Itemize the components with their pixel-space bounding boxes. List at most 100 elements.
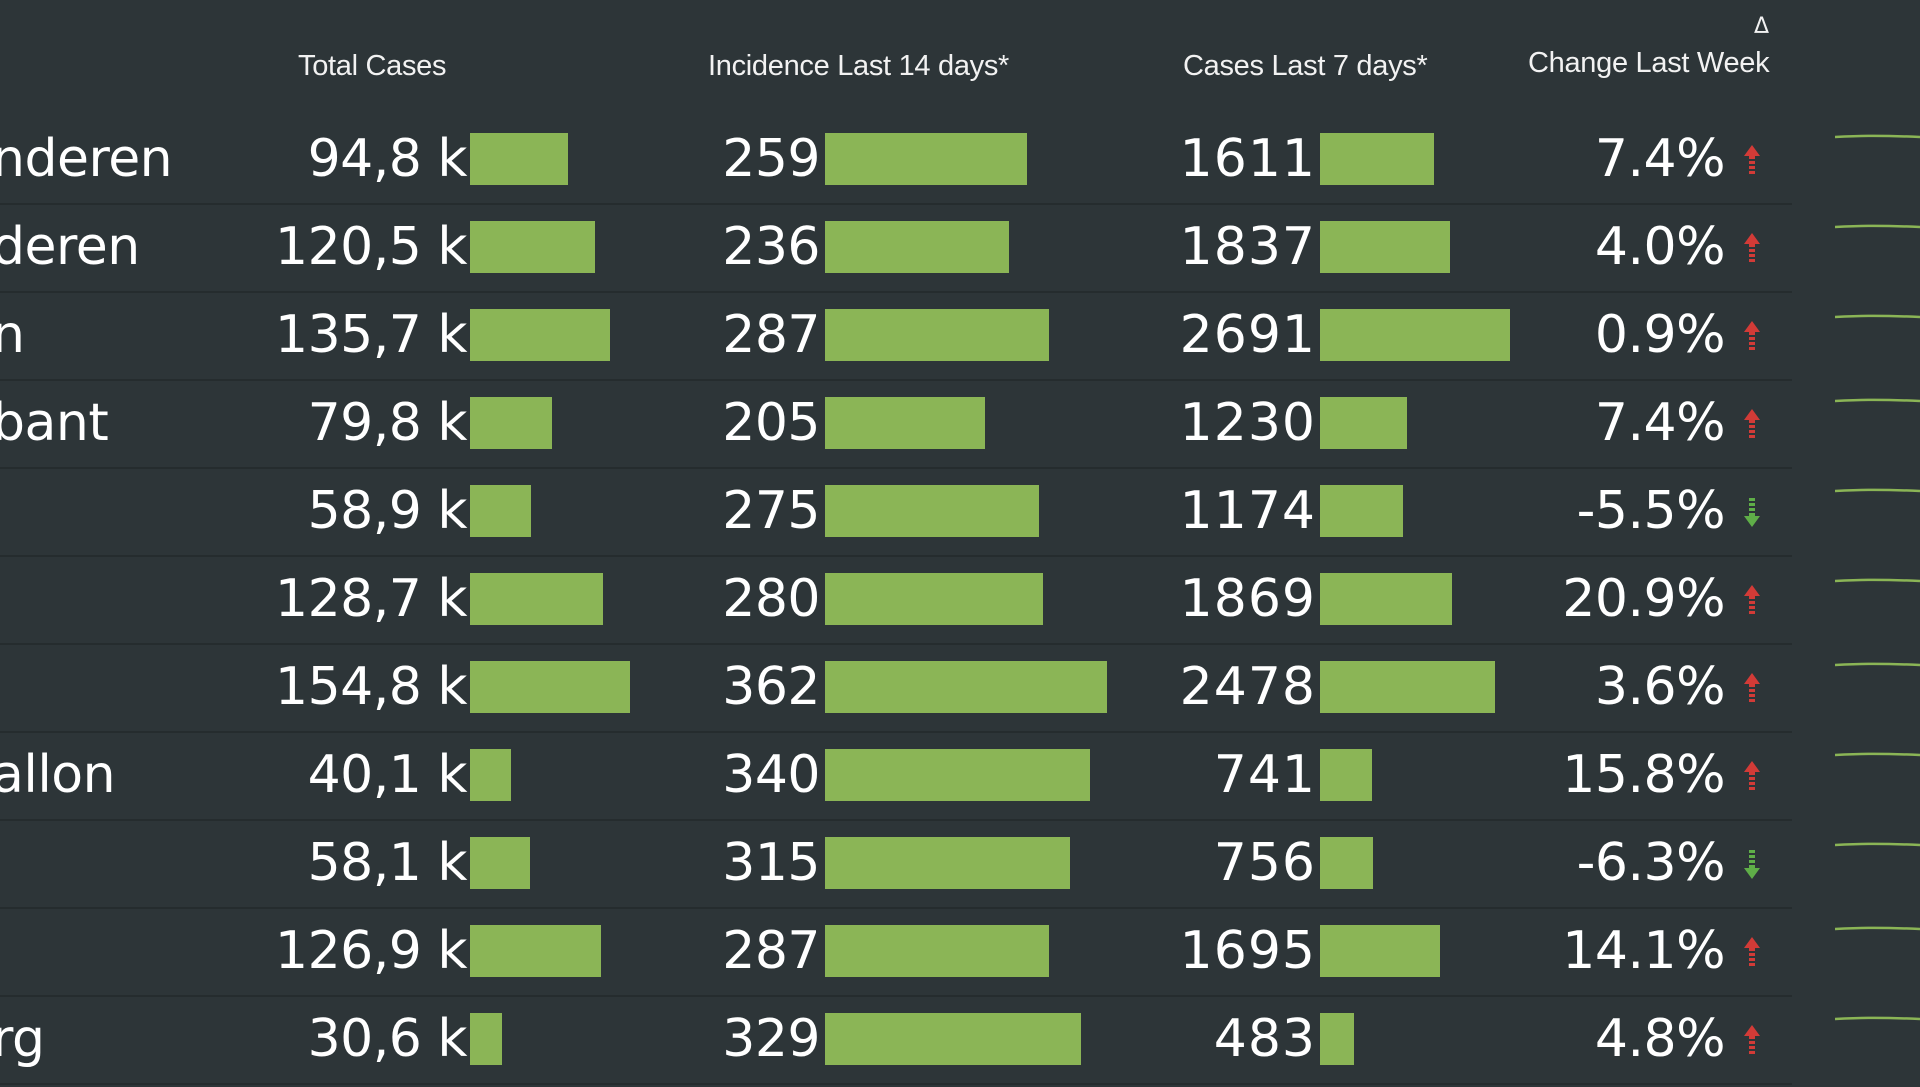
change-value: 7.4%	[1594, 129, 1726, 189]
cases-7-days-bar	[1320, 1013, 1354, 1065]
total-cases-bar	[470, 397, 552, 449]
row-divider	[0, 995, 1792, 997]
total-cases-bar	[470, 837, 530, 889]
table-row[interactable]: nderen 94,8 k 259 1611 7.4%	[0, 115, 1920, 205]
change-value: 14.1%	[1562, 921, 1725, 981]
change-value: 20.9%	[1562, 569, 1725, 629]
sparkline-icon	[1834, 291, 1920, 379]
cases-7-days-value: 1695	[1179, 921, 1316, 981]
total-cases-bar	[470, 925, 601, 977]
table-row[interactable]: deren 120,5 k 236 1837 4.0%	[0, 203, 1920, 293]
arrow-up-icon	[1744, 379, 1764, 467]
arrow-up-icon	[1744, 555, 1764, 643]
row-divider	[0, 291, 1792, 293]
sort-indicator-icon[interactable]: Δ	[1754, 14, 1770, 39]
cases-7-days-bar	[1320, 397, 1407, 449]
incidence-bar	[825, 573, 1043, 625]
row-divider	[0, 819, 1792, 821]
cases-7-days-bar	[1320, 573, 1452, 625]
row-divider	[0, 731, 1792, 733]
arrow-down-icon	[1744, 819, 1764, 907]
sparkline-icon	[1834, 467, 1920, 555]
total-cases-value: 58,9 k	[307, 481, 468, 541]
region-name: allon	[0, 745, 116, 805]
table-row[interactable]: 58,1 k 315 756 -6.3%	[0, 819, 1920, 909]
column-header-change-last-week[interactable]: Change Last Week	[1528, 47, 1770, 79]
incidence-bar	[825, 309, 1049, 361]
total-cases-value: 128,7 k	[274, 569, 468, 629]
row-divider	[0, 643, 1792, 645]
change-value: -5.5%	[1576, 481, 1726, 541]
total-cases-value: 94,8 k	[307, 129, 468, 189]
arrow-up-icon	[1744, 203, 1764, 291]
incidence-value: 329	[722, 1009, 820, 1069]
total-cases-value: 120,5 k	[274, 217, 468, 277]
cases-7-days-bar	[1320, 661, 1495, 713]
sparkline-icon	[1834, 995, 1920, 1083]
row-divider	[0, 907, 1792, 909]
incidence-value: 205	[722, 393, 820, 453]
row-divider	[0, 379, 1792, 381]
cases-7-days-bar	[1320, 309, 1510, 361]
sparkline-icon	[1834, 731, 1920, 819]
total-cases-value: 135,7 k	[274, 305, 468, 365]
row-divider	[0, 555, 1792, 557]
cases-7-days-bar	[1320, 837, 1373, 889]
incidence-value: 280	[722, 569, 820, 629]
incidence-bar	[825, 485, 1039, 537]
table-header: Total Cases Incidence Last 14 days* Case…	[0, 0, 1920, 110]
change-value: 4.8%	[1594, 1009, 1726, 1069]
total-cases-bar	[470, 221, 595, 273]
sparkline-icon	[1834, 379, 1920, 467]
incidence-bar	[825, 749, 1090, 801]
region-name: n	[0, 305, 25, 365]
arrow-down-icon	[1744, 467, 1764, 555]
column-header-cases-7-days[interactable]: Cases Last 7 days*	[1183, 50, 1428, 82]
cases-7-days-value: 2691	[1179, 305, 1316, 365]
cases-7-days-value: 1611	[1179, 129, 1316, 189]
change-value: 15.8%	[1562, 745, 1725, 805]
table-row[interactable]: bant 79,8 k 205 1230 7.4%	[0, 379, 1920, 469]
cases-7-days-value: 1230	[1179, 393, 1316, 453]
cases-7-days-value: 1837	[1179, 217, 1316, 277]
table-row[interactable]: rg 30,6 k 329 483 4.8%	[0, 995, 1920, 1085]
table-row[interactable]: 58,9 k 275 1174 -5.5%	[0, 467, 1920, 557]
arrow-up-icon	[1744, 995, 1764, 1083]
total-cases-bar	[470, 133, 568, 185]
sparkline-icon	[1834, 203, 1920, 291]
change-value: 3.6%	[1594, 657, 1726, 717]
incidence-value: 362	[722, 657, 820, 717]
table-row[interactable]: 154,8 k 362 2478 3.6%	[0, 643, 1920, 733]
total-cases-bar	[470, 661, 630, 713]
change-value: 0.9%	[1594, 305, 1726, 365]
incidence-bar	[825, 133, 1027, 185]
sparkline-icon	[1834, 115, 1920, 203]
arrow-up-icon	[1744, 291, 1764, 379]
region-name: rg	[0, 1009, 45, 1069]
table-row[interactable]: 128,7 k 280 1869 20.9%	[0, 555, 1920, 645]
column-header-total-cases[interactable]: Total Cases	[298, 50, 447, 82]
table-row[interactable]: n 135,7 k 287 2691 0.9%	[0, 291, 1920, 381]
cases-7-days-bar	[1320, 749, 1372, 801]
table-row[interactable]: allon 40,1 k 340 741 15.8%	[0, 731, 1920, 821]
arrow-up-icon	[1744, 731, 1764, 819]
sparkline-icon	[1834, 643, 1920, 731]
total-cases-bar	[470, 485, 531, 537]
total-cases-bar	[470, 1013, 502, 1065]
total-cases-value: 126,9 k	[274, 921, 468, 981]
incidence-bar	[825, 397, 985, 449]
row-divider	[0, 1083, 1792, 1085]
incidence-value: 287	[722, 305, 820, 365]
incidence-bar	[825, 925, 1049, 977]
table-row[interactable]: 126,9 k 287 1695 14.1%	[0, 907, 1920, 997]
cases-7-days-bar	[1320, 485, 1403, 537]
total-cases-value: 40,1 k	[307, 745, 468, 805]
row-divider	[0, 467, 1792, 469]
arrow-up-icon	[1744, 907, 1764, 995]
cases-7-days-value: 756	[1213, 833, 1316, 893]
column-header-incidence[interactable]: Incidence Last 14 days*	[708, 50, 1010, 82]
sparkline-icon	[1834, 907, 1920, 995]
cases-7-days-bar	[1320, 221, 1450, 273]
cases-7-days-value: 1869	[1179, 569, 1316, 629]
incidence-value: 236	[722, 217, 820, 277]
